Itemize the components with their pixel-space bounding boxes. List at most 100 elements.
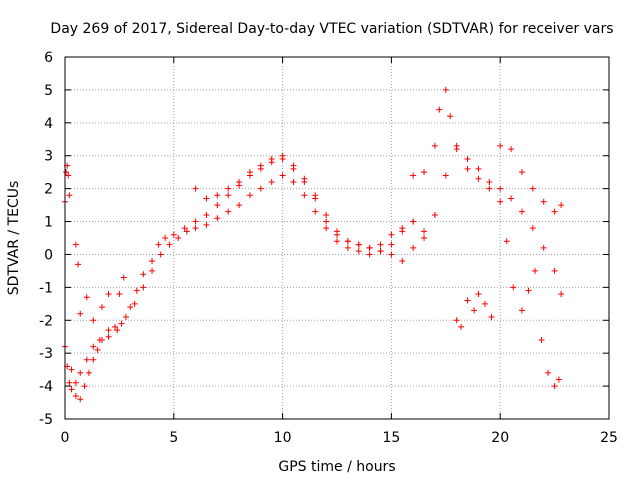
data-point xyxy=(72,379,79,386)
data-point xyxy=(458,323,465,330)
data-point xyxy=(503,238,510,245)
data-point xyxy=(551,267,558,274)
y-tick-label: 0 xyxy=(44,247,53,263)
data-point xyxy=(323,218,330,225)
x-tick-label: 20 xyxy=(491,430,509,446)
axis-ticks xyxy=(64,56,610,420)
data-point xyxy=(421,169,428,176)
data-point xyxy=(388,241,395,248)
data-point xyxy=(83,294,90,301)
data-point xyxy=(442,86,449,93)
y-tick-label: 3 xyxy=(44,149,53,165)
data-point xyxy=(436,106,443,113)
data-point xyxy=(225,192,232,199)
data-point xyxy=(475,175,482,182)
data-point xyxy=(162,235,169,241)
series-trace-e xyxy=(453,198,562,390)
data-point xyxy=(344,238,351,245)
data-point xyxy=(388,231,395,238)
series-trace-d xyxy=(410,142,565,251)
data-point xyxy=(203,195,210,202)
data-point xyxy=(453,317,460,324)
data-point xyxy=(290,162,297,169)
data-point xyxy=(105,290,112,297)
data-point xyxy=(72,392,79,399)
data-point xyxy=(90,317,97,324)
y-tick-label: 1 xyxy=(44,215,53,231)
y-tick-labels: -5 -4 -3 -2 -1 0 1 2 3 4 5 6 xyxy=(39,50,53,428)
data-point xyxy=(63,169,70,176)
data-point xyxy=(464,156,471,163)
data-point xyxy=(453,146,460,153)
data-point xyxy=(133,287,140,294)
y-tick-label: -2 xyxy=(39,313,53,329)
data-point xyxy=(116,290,123,297)
y-tick-label: 2 xyxy=(44,182,53,198)
data-point xyxy=(431,211,438,218)
data-point xyxy=(96,337,103,344)
data-point xyxy=(471,307,478,314)
series-trace-b xyxy=(72,172,428,386)
data-point xyxy=(236,202,243,209)
data-point xyxy=(532,267,539,274)
data-point xyxy=(166,241,173,248)
data-point xyxy=(551,208,558,215)
data-point xyxy=(518,307,525,314)
x-axis-title: GPS time / hours xyxy=(278,459,395,475)
y-tick-label: -3 xyxy=(39,346,53,362)
data-point xyxy=(257,185,264,192)
data-point xyxy=(410,218,417,225)
data-point xyxy=(312,208,319,215)
data-point xyxy=(377,241,384,248)
data-point xyxy=(203,221,210,228)
data-point xyxy=(131,300,138,307)
data-point xyxy=(558,290,565,297)
data-point xyxy=(236,179,243,186)
data-point xyxy=(81,383,88,390)
data-point xyxy=(175,235,182,241)
data-point xyxy=(475,290,482,297)
data-point xyxy=(545,369,552,376)
data-point xyxy=(344,244,351,251)
y-axis-title: SDTVAR / TECUs xyxy=(6,181,22,296)
data-point xyxy=(475,165,482,172)
data-point xyxy=(112,323,119,330)
data-point xyxy=(508,195,515,202)
data-point xyxy=(225,185,232,192)
data-point xyxy=(399,228,406,235)
data-point xyxy=(90,343,97,350)
data-point xyxy=(192,218,199,225)
series-trace-c xyxy=(192,86,565,297)
data-point xyxy=(497,198,504,205)
data-point xyxy=(140,284,147,291)
data-point xyxy=(355,248,362,255)
data-point xyxy=(290,179,297,186)
data-point xyxy=(65,172,72,179)
data-point xyxy=(540,198,547,205)
data-point xyxy=(540,244,547,251)
data-point xyxy=(140,271,147,278)
data-point xyxy=(105,333,112,340)
data-point xyxy=(355,241,362,248)
data-point xyxy=(301,192,308,199)
data-point xyxy=(410,172,417,179)
data-point xyxy=(486,185,493,192)
data-point xyxy=(246,192,253,199)
data-point xyxy=(447,113,454,120)
data-point xyxy=(421,228,428,235)
y-tick-label: -5 xyxy=(39,412,53,428)
data-point xyxy=(105,327,112,334)
data-point xyxy=(68,386,75,393)
data-point xyxy=(149,267,156,274)
data-point xyxy=(510,284,517,291)
data-point xyxy=(72,241,79,248)
data-point xyxy=(497,185,504,192)
data-point xyxy=(529,225,536,232)
data-point xyxy=(558,202,565,209)
series-trace-f xyxy=(62,162,127,373)
data-point xyxy=(214,215,221,222)
data-point xyxy=(170,231,177,238)
data-point xyxy=(120,274,127,281)
data-point xyxy=(214,202,221,209)
data-point xyxy=(203,211,210,218)
